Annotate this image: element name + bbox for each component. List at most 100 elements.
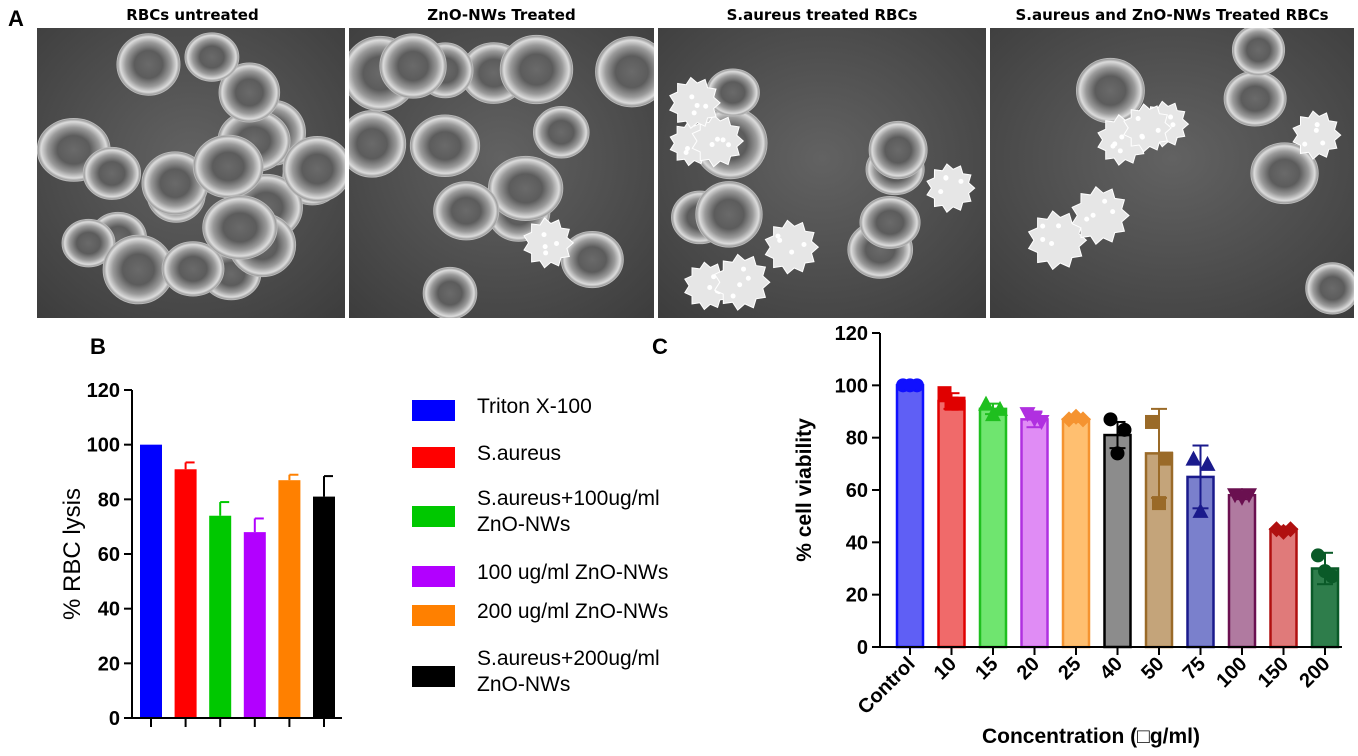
echinocyte-spot xyxy=(720,137,726,143)
echinocyte-spot xyxy=(689,94,695,100)
bar xyxy=(313,496,335,718)
data-point xyxy=(910,378,924,393)
bar xyxy=(174,469,197,718)
echinocyte-spot xyxy=(1320,140,1326,146)
red-blood-cell xyxy=(202,195,278,260)
echinocyte-cell xyxy=(523,217,575,269)
x-tick-label: Control xyxy=(854,653,920,719)
x-tick-label: 10 xyxy=(930,653,961,684)
legend-item-saureus: S.aureus xyxy=(412,441,561,468)
red-blood-cell xyxy=(1305,262,1354,315)
echinocyte-spot xyxy=(1302,141,1308,147)
echinocyte-spot xyxy=(943,175,949,181)
red-blood-cell xyxy=(695,181,763,248)
x-tick-label: 200 xyxy=(1295,653,1334,692)
data-point xyxy=(1068,408,1084,425)
data-point xyxy=(944,396,959,411)
x-tick-label: 75 xyxy=(1179,653,1210,684)
data-point xyxy=(896,378,910,393)
red-blood-cell xyxy=(1250,142,1319,205)
echinocyte-spot xyxy=(1117,148,1123,154)
data-point xyxy=(1325,569,1339,584)
red-blood-cell xyxy=(116,33,181,96)
bar xyxy=(978,407,1008,649)
echinocyte-spot xyxy=(1110,209,1116,215)
x-tick-label: 25 xyxy=(1054,653,1085,684)
x-tick-label: 100 xyxy=(1212,653,1251,692)
data-point xyxy=(1268,521,1285,538)
x-tick-label: 150 xyxy=(1254,653,1293,692)
echinocyte-spot xyxy=(958,178,964,184)
red-blood-cell xyxy=(499,34,574,105)
red-blood-cell xyxy=(859,196,921,249)
echinocyte-spot xyxy=(1168,114,1174,120)
bar xyxy=(1020,418,1049,649)
y-axis-ticks: 0 20 40 60 80 100 120 xyxy=(835,323,880,659)
data-point xyxy=(1026,412,1043,428)
data-point xyxy=(1117,422,1132,437)
legend-item-triton: Triton X-100 xyxy=(412,394,592,421)
y-tick-label: 100 xyxy=(87,435,120,457)
x-tick-labels: Control 10 15 20 25 40 50 75 100 150 200 xyxy=(854,653,1335,719)
y-tick-label: 40 xyxy=(846,532,868,554)
bar xyxy=(243,532,266,718)
y-tick-label: 0 xyxy=(857,637,868,659)
panel-a-label: A xyxy=(8,6,24,31)
data-point xyxy=(1033,414,1050,430)
micrograph-cells xyxy=(349,28,654,318)
y-tick-label: 20 xyxy=(846,585,868,607)
data-point xyxy=(1159,451,1173,466)
red-blood-cell xyxy=(560,230,624,289)
bar xyxy=(278,480,301,718)
legend-label: 100 ug/ml ZnO-NWs xyxy=(477,561,669,584)
echinocyte-spot xyxy=(1155,127,1161,133)
micrograph-title-saureus: S.aureus treated RBCs xyxy=(726,6,918,24)
echinocyte-spot xyxy=(1314,122,1320,128)
micrograph-saureus-treated xyxy=(658,28,986,318)
red-blood-cell xyxy=(61,218,116,268)
legend-label: Triton X-100 xyxy=(477,395,592,418)
echinocyte-spot xyxy=(801,242,807,248)
data-point xyxy=(1075,411,1091,428)
micrograph-title-saureus-zno: S.aureus and ZnO-NWs Treated RBCs xyxy=(1015,6,1329,24)
echinocyte-spot xyxy=(714,136,720,142)
red-blood-cell xyxy=(433,181,500,241)
y-tick-label: 80 xyxy=(846,428,868,450)
echinocyte-cell xyxy=(713,253,771,311)
x-axis-title: Concentration (□g/ml) xyxy=(982,725,1200,748)
echinocyte-spot xyxy=(741,266,747,272)
data-point xyxy=(1145,414,1159,429)
red-blood-cell xyxy=(1223,70,1287,127)
bar xyxy=(1227,493,1257,649)
echinocyte-spot xyxy=(683,150,689,156)
data-point xyxy=(1103,412,1118,427)
echinocyte-cell xyxy=(669,76,721,130)
panel-b-label: B xyxy=(90,334,106,359)
echinocyte-spot xyxy=(789,249,795,255)
echinocyte-spot xyxy=(1040,236,1046,242)
data-point xyxy=(1199,455,1216,471)
y-axis-ticks: 0 20 40 60 80 100 120 xyxy=(87,380,132,730)
bar xyxy=(895,384,925,649)
y-tick-label: 40 xyxy=(98,599,120,621)
echinocyte-spot xyxy=(1084,216,1090,222)
data-point xyxy=(985,406,1001,422)
legend-item-saureus-zno100: S.aureus+100ug/ml ZnO-NWs xyxy=(412,486,660,538)
bar xyxy=(1310,567,1340,649)
x-tick-label: 20 xyxy=(1013,653,1044,684)
echinocyte-spot xyxy=(707,285,713,291)
x-tick-label: 15 xyxy=(971,653,1002,684)
red-blood-cell xyxy=(1231,28,1286,76)
data-point xyxy=(1061,411,1077,428)
echinocyte-spot xyxy=(685,146,691,152)
red-blood-cell xyxy=(422,266,478,318)
legend-item-zno100: 100 ug/ml ZnO-NWs xyxy=(412,560,668,587)
red-blood-cell xyxy=(487,155,564,221)
y-tick-label: 0 xyxy=(109,708,120,730)
micrograph-untreated xyxy=(37,28,345,318)
data-point xyxy=(1152,496,1166,511)
bars xyxy=(140,444,335,727)
echinocyte-spot xyxy=(709,142,715,148)
bar xyxy=(1103,433,1132,649)
data-point xyxy=(937,386,952,401)
